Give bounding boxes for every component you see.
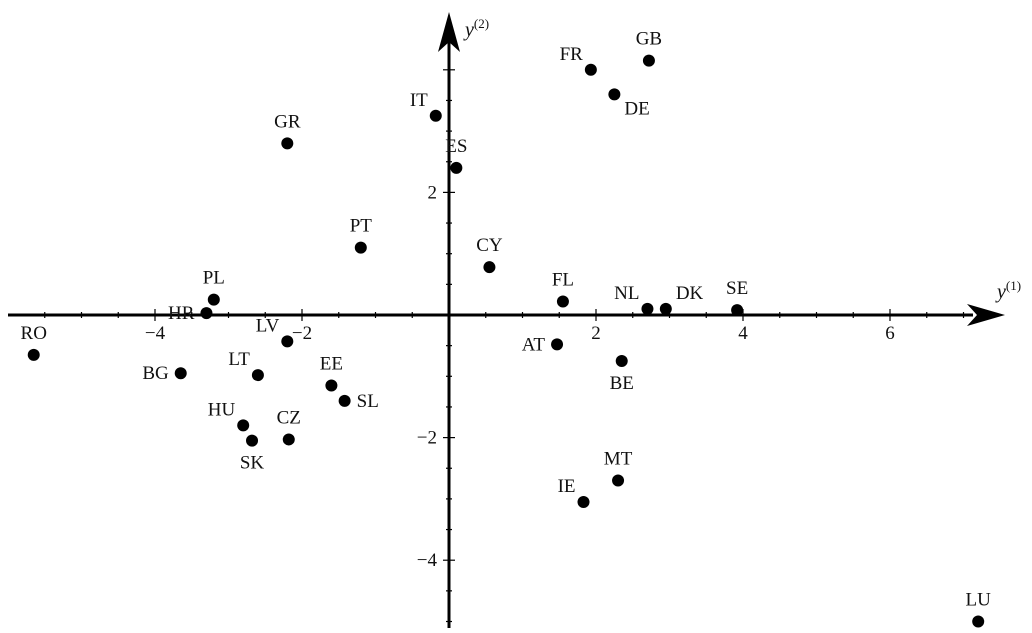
point-label-de: DE bbox=[624, 98, 649, 119]
y-tick-label: −4 bbox=[417, 550, 438, 571]
x-tick-label: 6 bbox=[885, 323, 895, 344]
y-tick-label: −2 bbox=[417, 428, 437, 449]
data-point-lt bbox=[251, 369, 264, 382]
data-point-nl bbox=[641, 302, 654, 315]
point-label-ie: IE bbox=[558, 476, 576, 497]
data-point-bg bbox=[174, 367, 187, 380]
point-label-lt: LT bbox=[228, 349, 250, 370]
data-point-pl bbox=[207, 293, 220, 306]
data-point-gr bbox=[281, 137, 294, 150]
x-tick-label: −2 bbox=[292, 323, 312, 344]
point-label-fr: FR bbox=[560, 44, 584, 65]
x-axis-label: y(1) bbox=[995, 278, 1021, 303]
data-point-gb bbox=[642, 54, 655, 67]
point-label-nl: NL bbox=[614, 283, 639, 304]
point-label-ro: RO bbox=[21, 323, 47, 344]
point-label-lu: LU bbox=[966, 590, 992, 611]
point-label-hu: HU bbox=[208, 399, 236, 420]
point-label-se: SE bbox=[726, 278, 748, 299]
point-label-mt: MT bbox=[604, 449, 633, 470]
point-label-ee: EE bbox=[320, 353, 343, 374]
data-point-lv bbox=[281, 335, 294, 348]
point-label-hr: HR bbox=[168, 303, 195, 324]
point-label-pt: PT bbox=[350, 216, 373, 237]
data-point-at bbox=[551, 338, 564, 351]
point-label-fl: FL bbox=[552, 270, 574, 291]
point-label-it: IT bbox=[410, 90, 428, 111]
x-tick-label: 2 bbox=[591, 323, 601, 344]
data-point-dk bbox=[659, 302, 672, 315]
data-point-de bbox=[608, 88, 621, 101]
point-label-sl: SL bbox=[357, 391, 379, 412]
data-point-cz bbox=[282, 433, 295, 446]
point-label-be: BE bbox=[610, 373, 634, 394]
point-label-gr: GR bbox=[274, 111, 301, 132]
data-point-lu bbox=[972, 615, 985, 628]
data-point-mt bbox=[612, 474, 625, 487]
point-label-gb: GB bbox=[636, 29, 662, 50]
data-point-es bbox=[450, 161, 463, 174]
ticks-group: −4 −2 2 4 6 −4 −2 2 bbox=[44, 38, 965, 623]
y-tick-label: 2 bbox=[428, 182, 438, 203]
axes-group: y(1) y(2) bbox=[8, 12, 1021, 628]
x-tick-label: −4 bbox=[145, 323, 166, 344]
data-point-se bbox=[731, 304, 744, 317]
x-axis-arrow bbox=[967, 304, 1005, 326]
point-label-pl: PL bbox=[203, 268, 225, 289]
data-point-fr bbox=[584, 63, 597, 76]
data-point-sl bbox=[338, 394, 351, 407]
point-label-cy: CY bbox=[476, 235, 503, 256]
point-label-lv: LV bbox=[256, 315, 280, 336]
data-point-pt bbox=[354, 241, 367, 254]
data-point-ro bbox=[27, 348, 40, 361]
data-point-fl bbox=[556, 295, 569, 308]
point-label-cz: CZ bbox=[277, 407, 301, 428]
data-point-it bbox=[429, 109, 442, 122]
data-point-hr bbox=[200, 307, 213, 320]
y-axis-label: y(2) bbox=[463, 16, 489, 41]
y-axis-arrow bbox=[438, 12, 460, 52]
data-point-be bbox=[615, 354, 628, 367]
data-point-ie bbox=[577, 495, 590, 508]
data-point-sk bbox=[246, 434, 259, 447]
points-group: RO BG HR PL LT LV HU SK CZ EE SL GR PT IT ES CY FL AT BE NL… bbox=[21, 29, 992, 628]
point-label-es: ES bbox=[445, 136, 467, 157]
x-tick-label: 4 bbox=[738, 323, 748, 344]
data-point-hu bbox=[237, 419, 250, 432]
point-label-sk: SK bbox=[240, 453, 265, 474]
point-label-dk: DK bbox=[676, 283, 704, 304]
data-point-cy bbox=[483, 261, 496, 274]
point-label-bg: BG bbox=[142, 363, 169, 384]
point-label-at: AT bbox=[522, 334, 546, 355]
data-point-ee bbox=[325, 379, 338, 392]
